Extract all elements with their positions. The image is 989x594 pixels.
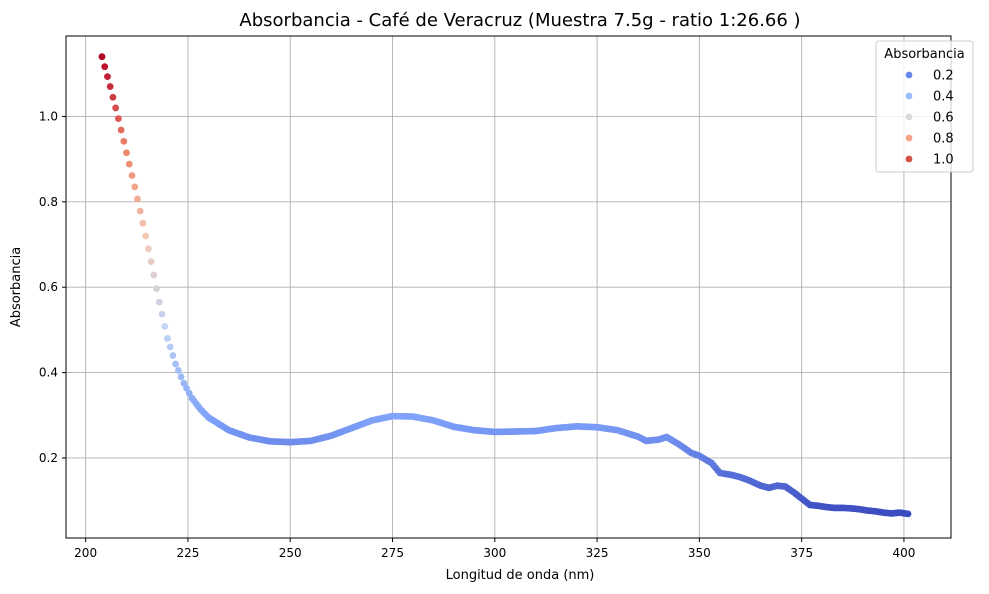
x-tick-label: 350 <box>688 546 711 560</box>
y-tick-label: 1.0 <box>39 109 58 123</box>
data-point <box>134 195 141 203</box>
data-point <box>166 343 174 351</box>
data-point <box>150 271 158 279</box>
data-point <box>147 258 155 265</box>
data-point <box>106 83 114 90</box>
data-point <box>128 172 136 179</box>
data-point <box>161 322 169 330</box>
data-point <box>125 160 133 168</box>
y-tick-label: 0.4 <box>39 366 58 380</box>
data-point <box>131 183 139 191</box>
legend-label: 0.4 <box>933 90 954 105</box>
data-point <box>112 104 120 112</box>
data-point <box>101 63 109 71</box>
legend-marker <box>905 113 913 121</box>
data-point <box>120 137 128 145</box>
legend-label: 0.6 <box>933 111 954 126</box>
data-point <box>123 149 130 157</box>
data-point <box>180 379 188 387</box>
data-point <box>164 335 171 342</box>
x-tick-label: 275 <box>381 546 404 560</box>
data-point <box>177 373 185 381</box>
legend-title: Absorbancia <box>884 47 964 62</box>
x-tick-label: 375 <box>790 546 813 560</box>
data-point <box>144 245 152 253</box>
scatter-points <box>98 53 912 518</box>
data-point <box>139 219 147 227</box>
x-tick-label: 400 <box>892 546 915 560</box>
data-point <box>114 115 122 122</box>
legend-marker <box>905 134 913 142</box>
data-point <box>155 298 163 306</box>
x-tick-label: 300 <box>483 546 506 560</box>
legend-marker <box>905 92 913 100</box>
chart-title: Absorbancia - Café de Veracruz (Muestra … <box>239 10 800 31</box>
y-axis-ticks: 0.2 0.4 0.6 0.8 1.0 <box>39 109 66 465</box>
x-tick-label: 250 <box>279 546 302 560</box>
legend-label: 0.8 <box>933 132 954 147</box>
data-point <box>117 126 125 134</box>
y-tick-label: 0.8 <box>39 195 58 209</box>
data-point <box>174 367 182 374</box>
grid-lines <box>66 36 951 538</box>
data-point <box>109 93 117 101</box>
data-point <box>183 384 190 392</box>
data-point <box>185 389 193 397</box>
legend-marker <box>905 71 913 79</box>
data-point <box>904 510 912 518</box>
x-tick-label: 200 <box>74 546 97 560</box>
x-tick-label: 225 <box>176 546 199 560</box>
data-point <box>98 53 106 61</box>
y-tick-label: 0.6 <box>39 280 58 294</box>
x-axis-ticks: 200 225 250 275 300 325 350 375 400 <box>74 538 915 560</box>
x-axis-label: Longitud de onda (nm) <box>446 568 595 583</box>
data-point <box>169 352 177 359</box>
legend-box <box>875 40 974 173</box>
data-point <box>136 207 144 215</box>
y-axis-label: Absorbancia <box>9 247 24 327</box>
data-point <box>142 232 150 240</box>
data-point <box>153 285 160 293</box>
legend-marker <box>905 155 913 163</box>
data-point <box>158 310 166 318</box>
legend-label: 0.2 <box>933 69 954 84</box>
data-point <box>172 360 180 368</box>
legend: Absorbancia 0.2 0.4 0.6 0.8 1.0 <box>875 40 974 173</box>
legend-label: 1.0 <box>933 153 954 168</box>
data-point <box>104 73 111 81</box>
x-tick-label: 325 <box>586 546 609 560</box>
y-tick-label: 0.2 <box>39 451 58 465</box>
